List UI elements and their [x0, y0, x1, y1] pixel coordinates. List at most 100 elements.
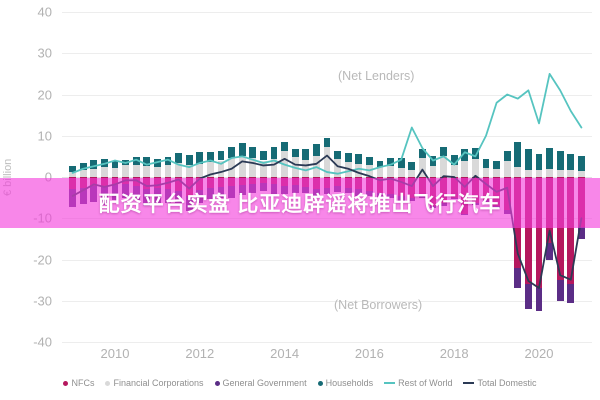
bar-segment	[111, 161, 119, 168]
bar-segment	[503, 150, 511, 162]
bar-segment	[556, 151, 564, 170]
y-tick-label: 0	[44, 169, 52, 185]
bar-segment	[397, 158, 405, 168]
bar-column	[556, 12, 564, 342]
bar-segment	[472, 148, 479, 159]
line-series	[71, 72, 583, 289]
bar-segment	[101, 167, 108, 177]
bar-segment	[334, 151, 341, 159]
bar-segment	[450, 164, 458, 177]
grid-line	[62, 12, 592, 13]
bar-segment	[503, 161, 511, 177]
bar-column	[525, 12, 532, 342]
bar-segment	[175, 153, 182, 163]
bar-segment	[419, 158, 426, 177]
bar-segment	[387, 158, 394, 167]
bar-segment	[376, 160, 384, 168]
bar-segment	[535, 288, 543, 312]
x-tick-label: 2020	[524, 346, 554, 361]
promo-banner-overlay[interactable]: 配资平台实盘 比亚迪辟谣将推出飞行汽车	[0, 178, 600, 228]
bar-segment	[132, 164, 140, 177]
bar-segment	[535, 170, 543, 177]
bar-segment	[302, 148, 310, 160]
legend-label: Total Domestic	[477, 378, 537, 388]
bar-segment	[514, 142, 522, 168]
bar-segment	[525, 177, 532, 285]
bar-column	[567, 12, 575, 342]
bar-segment	[556, 280, 564, 301]
bar-segment	[546, 168, 553, 177]
y-tick-label: -20	[33, 252, 52, 267]
bar-segment	[164, 157, 172, 165]
legend-label: Rest of World	[398, 378, 453, 388]
bar-segment	[313, 144, 320, 157]
bar-segment	[355, 153, 363, 164]
bar-segment	[154, 167, 161, 177]
annotation-net-lenders: (Net Lenders)	[338, 69, 415, 83]
legend-item[interactable]: NFCs	[63, 378, 94, 388]
bar-segment	[79, 162, 87, 171]
plot-area: (Net Lenders) (Net Borrowers)	[62, 12, 592, 343]
bar-segment	[323, 138, 331, 148]
bar-segment	[514, 167, 522, 177]
bar-segment	[175, 162, 182, 177]
legend-item[interactable]: Households	[317, 378, 373, 388]
bar-segment	[525, 169, 532, 177]
bar-segment	[291, 148, 299, 158]
bar-segment	[429, 166, 437, 177]
bar-segment	[535, 153, 543, 171]
bar-segment	[143, 157, 151, 167]
bar-segment	[567, 170, 575, 177]
bar-segment	[514, 267, 522, 289]
bar-segment	[355, 163, 363, 177]
bar-segment	[567, 177, 575, 285]
bar-segment	[270, 147, 278, 159]
y-tick-label: -40	[33, 334, 52, 350]
bar-segment	[535, 177, 543, 289]
bar-segment	[69, 172, 76, 177]
bar-segment	[387, 166, 394, 177]
y-tick-label: 30	[37, 45, 52, 61]
bar-segment	[143, 166, 151, 177]
bar-segment	[132, 157, 140, 165]
bar-segment	[376, 167, 384, 177]
bar-segment	[482, 158, 490, 168]
bar-segment	[270, 158, 278, 177]
bar-segment	[493, 168, 500, 177]
bar-segment	[578, 156, 585, 172]
bar-segment	[323, 147, 331, 177]
grid-line	[62, 94, 592, 96]
bar-segment	[90, 159, 98, 169]
bar-segment	[366, 157, 373, 166]
legend-item[interactable]: General Government	[214, 378, 307, 388]
legend-label: NFCs	[71, 378, 95, 388]
legend-dot-icon	[214, 380, 220, 386]
bar-segment	[334, 158, 341, 177]
bar-segment	[90, 168, 98, 177]
bar-segment	[556, 177, 564, 281]
bar-column	[535, 12, 543, 342]
bar-segment	[397, 167, 405, 177]
legend-item[interactable]: Financial Corporations	[105, 378, 204, 388]
bar-segment	[122, 165, 129, 177]
bar-segment	[408, 162, 416, 170]
legend-item[interactable]: Rest of World	[384, 378, 452, 388]
bar-segment	[185, 154, 193, 166]
bar-segment	[440, 155, 447, 177]
y-tick-label: 20	[37, 87, 52, 102]
legend-item[interactable]: Total Domestic	[463, 378, 537, 388]
bar-segment	[260, 151, 267, 161]
bar-segment	[207, 162, 214, 177]
bar-segment	[408, 169, 416, 177]
bar-segment	[450, 154, 458, 165]
bar-segment	[238, 143, 246, 156]
x-tick-label: 2014	[270, 346, 300, 361]
bar-segment	[302, 159, 310, 177]
chart-legend: NFCs Financial Corporations General Govern…	[0, 372, 600, 394]
bar-segment	[249, 158, 257, 177]
bar-segment	[260, 160, 267, 177]
x-tick-label: 2018	[439, 346, 469, 361]
bar-segment	[461, 161, 469, 177]
bar-segment	[111, 167, 119, 177]
